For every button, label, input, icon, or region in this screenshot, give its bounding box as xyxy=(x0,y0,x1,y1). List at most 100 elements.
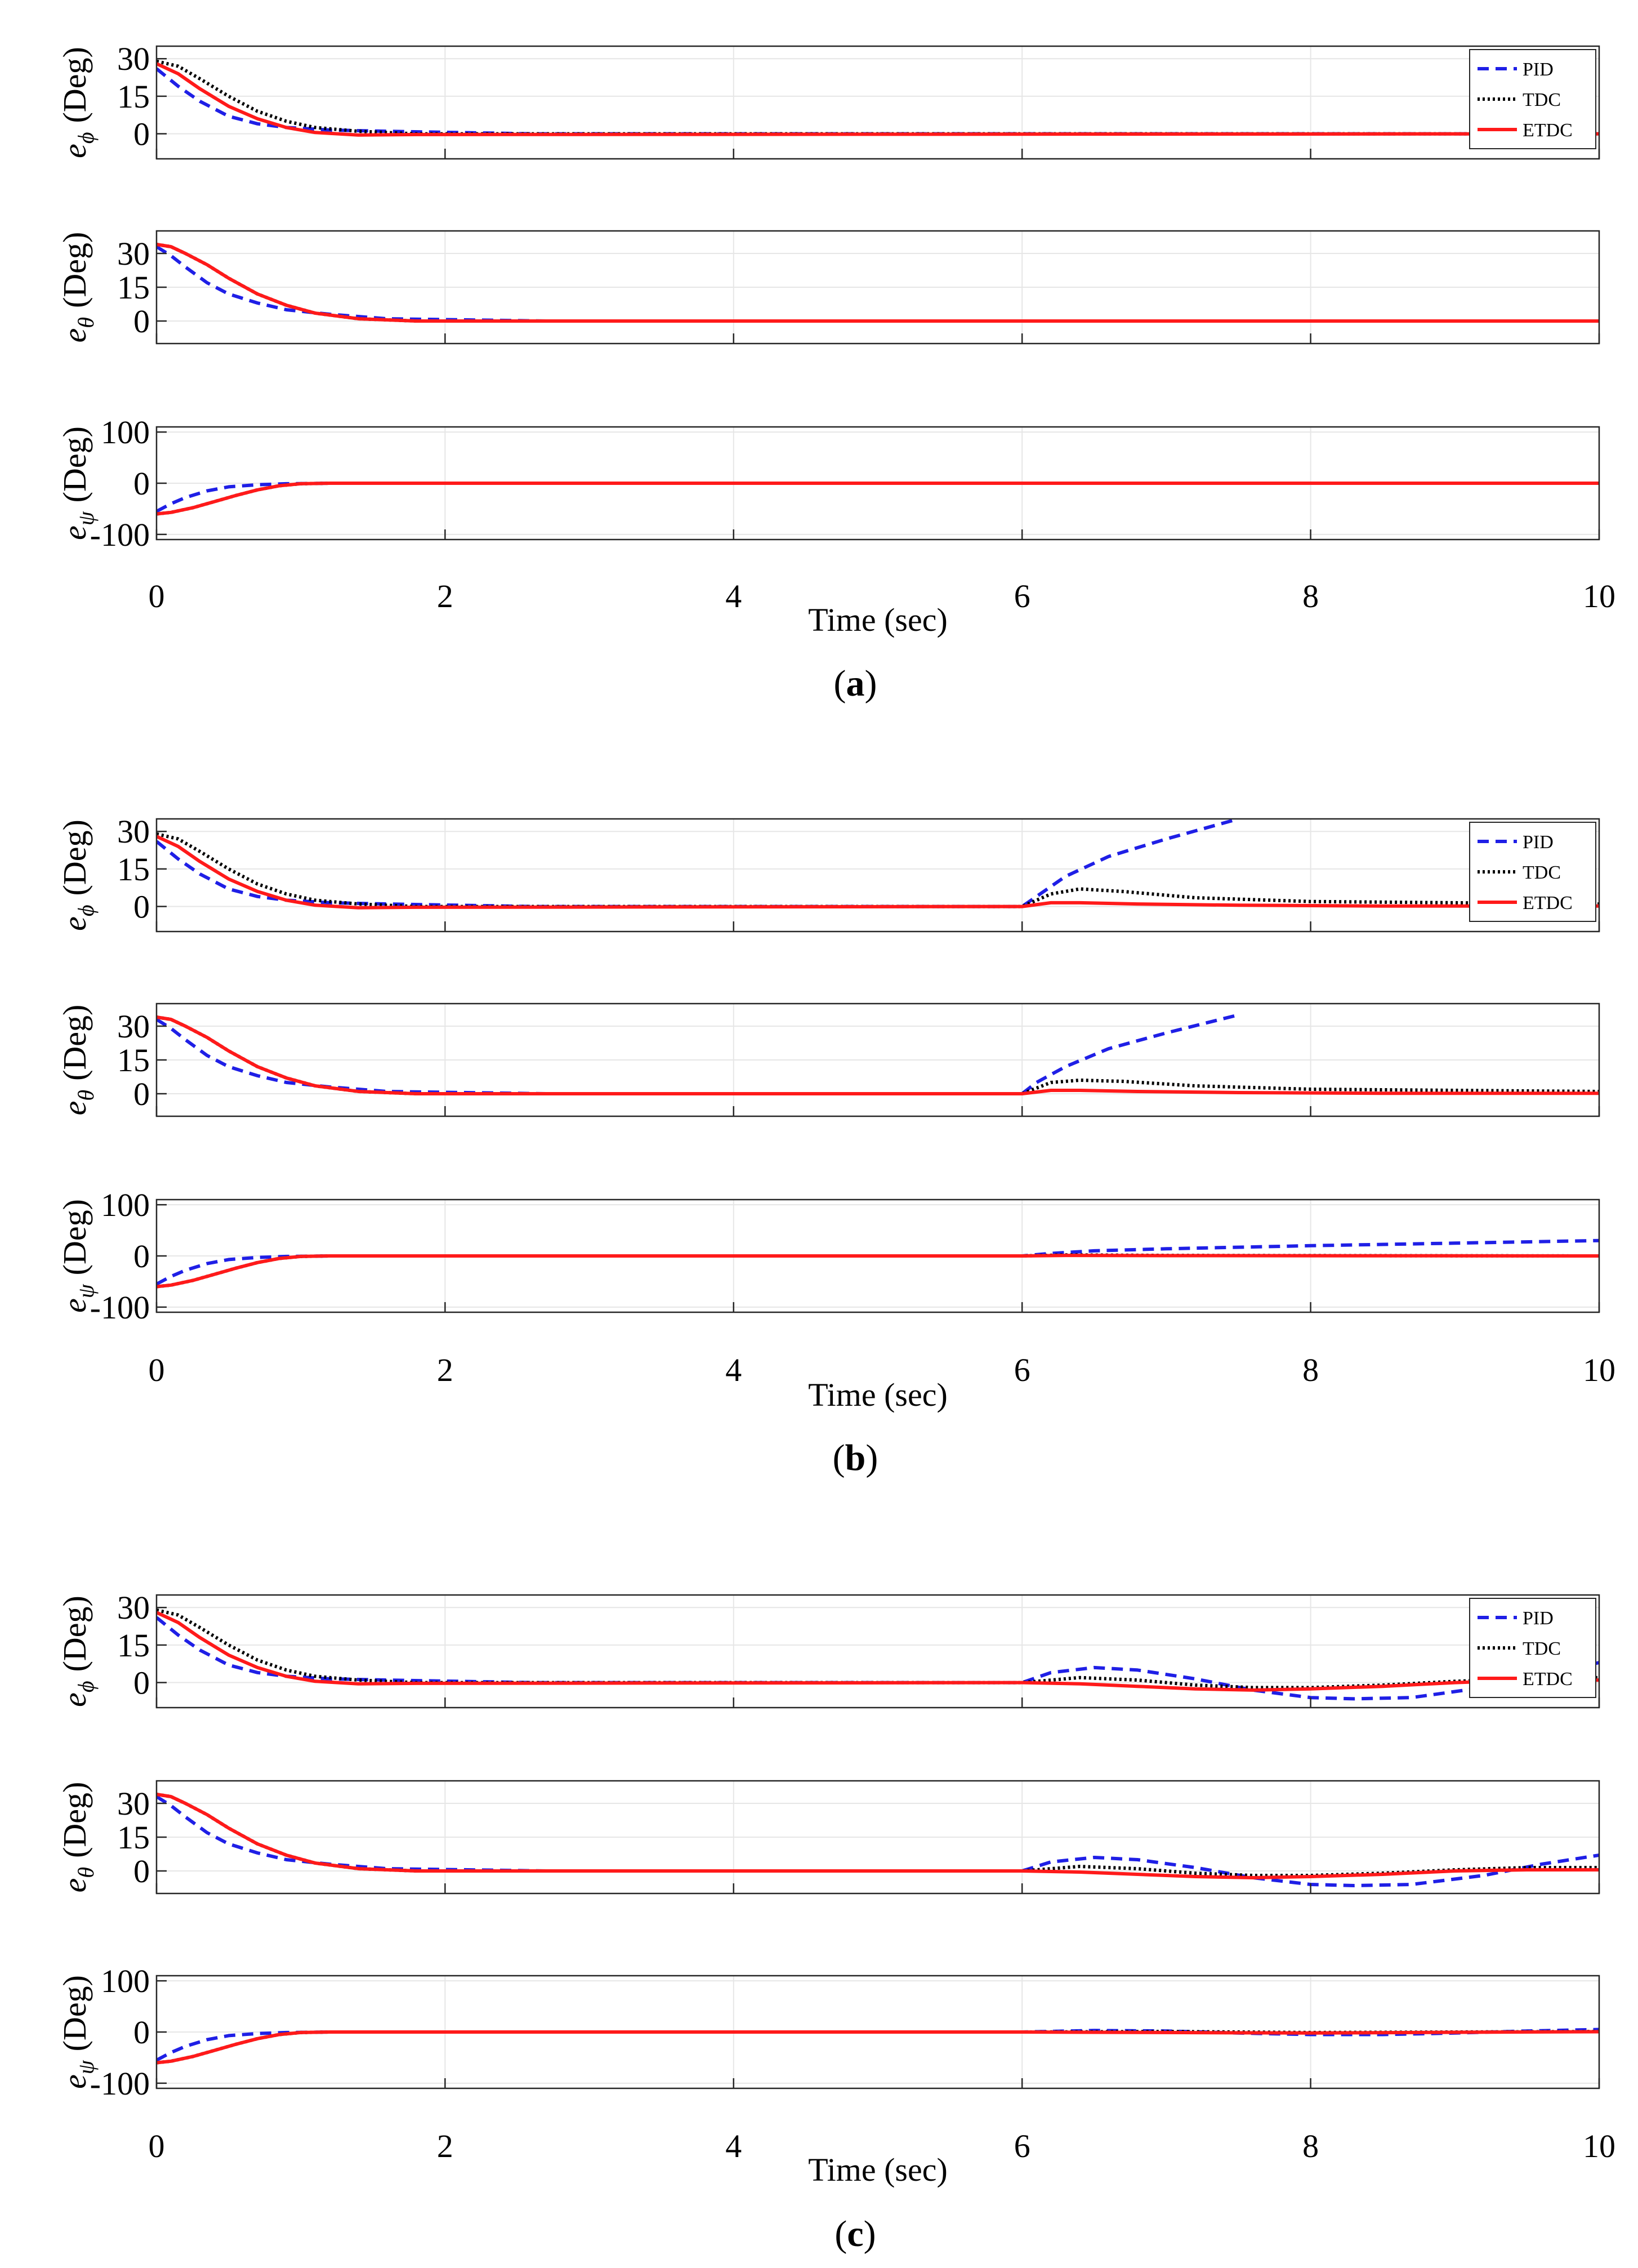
x-tick-label: 8 xyxy=(1302,2128,1319,2164)
series-line-etdc xyxy=(157,1015,1599,1095)
y-tick-label: 30 xyxy=(117,235,150,272)
y-tick-label: 30 xyxy=(117,1785,150,1822)
x-tick-label: 0 xyxy=(149,2128,165,2164)
x-tick-label: 2 xyxy=(437,2128,453,2164)
axes-frame xyxy=(155,1594,1600,1709)
x-axis-label: Time (sec) xyxy=(808,601,948,638)
x-tick-label: 10 xyxy=(1583,578,1615,614)
y-tick-label: 0 xyxy=(133,1665,150,1701)
x-axis-label: Time (sec) xyxy=(808,1376,948,1413)
series-line-pid xyxy=(157,245,1599,323)
panel-caption: (b) xyxy=(833,1437,878,1478)
series-line-pid xyxy=(157,67,1599,136)
series-line-pid xyxy=(157,1013,1239,1095)
x-tick-label: 10 xyxy=(1583,2128,1615,2164)
y-tick-label: 30 xyxy=(117,1008,150,1045)
y-tick-label: 100 xyxy=(101,1963,150,1999)
y-tick-label: -100 xyxy=(90,516,150,553)
x-tick-label: 8 xyxy=(1302,1352,1319,1388)
y-tick-label: 15 xyxy=(117,1627,150,1664)
x-tick-label: 4 xyxy=(725,578,742,614)
legend-label-pid: PID xyxy=(1523,59,1554,80)
y-tick-label: 0 xyxy=(133,1238,150,1275)
y-axis-label: eϕ(Deg) xyxy=(56,47,99,158)
legend-label-tdc: TDC xyxy=(1523,90,1561,110)
y-tick-label: 15 xyxy=(117,1819,150,1856)
x-tick-label: 10 xyxy=(1583,1352,1615,1388)
x-tick-label: 0 xyxy=(149,578,165,614)
y-tick-label: 0 xyxy=(133,116,150,153)
y-axis-label: eϕ(Deg) xyxy=(56,1596,99,1707)
y-tick-label: 0 xyxy=(133,465,150,502)
y-tick-label: 0 xyxy=(133,1076,150,1112)
y-axis-label: eψ(Deg) xyxy=(56,1199,99,1313)
x-tick-label: 8 xyxy=(1302,578,1319,614)
x-tick-label: 6 xyxy=(1014,1352,1030,1388)
series-line-tdc xyxy=(157,1253,1599,1289)
legend-label-etdc: ETDC xyxy=(1523,1669,1573,1690)
y-axis-label: eψ(Deg) xyxy=(56,426,99,540)
series-line-tdc xyxy=(157,1015,1599,1095)
y-tick-label: -100 xyxy=(90,1289,150,1326)
series-line-etdc xyxy=(157,62,1599,137)
legend-box xyxy=(1469,822,1596,922)
x-axis-label: Time (sec) xyxy=(808,2151,948,2188)
legend: PID TDC ETDC xyxy=(1469,49,1596,149)
axes-frame xyxy=(155,818,1600,933)
y-tick-label: 100 xyxy=(101,414,150,451)
legend-box xyxy=(1469,49,1596,149)
series-line-pid xyxy=(157,1795,1599,1887)
series-line-pid xyxy=(157,482,1599,513)
legend-label-etdc: ETDC xyxy=(1523,893,1573,914)
x-tick-label: 4 xyxy=(725,2128,742,2164)
y-tick-label: 15 xyxy=(117,78,150,115)
series-line-pid xyxy=(157,819,1239,908)
panel-caption: (a) xyxy=(834,663,877,704)
x-tick-label: 0 xyxy=(149,1352,165,1388)
x-tick-label: 2 xyxy=(437,1352,453,1388)
y-axis-label: eθ(Deg) xyxy=(56,1782,99,1893)
series-line-etdc xyxy=(157,482,1599,516)
series-line-tdc xyxy=(157,1608,1599,1690)
y-tick-label: 15 xyxy=(117,851,150,888)
x-tick-label: 4 xyxy=(725,1352,742,1388)
y-tick-label: 15 xyxy=(117,269,150,306)
x-tick-label: 2 xyxy=(437,578,453,614)
x-tick-label: 6 xyxy=(1014,578,1030,614)
y-tick-label: 0 xyxy=(133,303,150,340)
series-line-tdc xyxy=(157,832,1599,908)
series-line-tdc xyxy=(157,243,1599,323)
series-line-etdc xyxy=(157,835,1599,910)
series-line-tdc xyxy=(157,482,1599,516)
y-axis-label: eθ(Deg) xyxy=(56,232,99,343)
series-line-pid xyxy=(157,1616,1599,1701)
series-line-etdc xyxy=(157,243,1599,323)
y-tick-label: 15 xyxy=(117,1042,150,1079)
legend: PID TDC ETDC xyxy=(1469,822,1596,922)
y-tick-label: 100 xyxy=(101,1187,150,1223)
series-line-pid xyxy=(157,1238,1599,1286)
legend: PID TDC ETDC xyxy=(1469,1598,1596,1698)
y-tick-label: 0 xyxy=(133,2014,150,2051)
y-axis-label: eϕ(Deg) xyxy=(56,819,99,931)
legend-label-tdc: TDC xyxy=(1523,862,1561,883)
axes-frame xyxy=(155,45,1600,160)
y-tick-label: 0 xyxy=(133,889,150,925)
series-line-tdc xyxy=(157,1793,1599,1877)
legend-label-pid: PID xyxy=(1523,832,1554,853)
series-line-etdc xyxy=(157,1611,1599,1692)
y-axis-label: eψ(Deg) xyxy=(56,1975,99,2089)
series-line-etdc xyxy=(157,2030,1599,2065)
series-line-etdc xyxy=(157,1793,1599,1879)
